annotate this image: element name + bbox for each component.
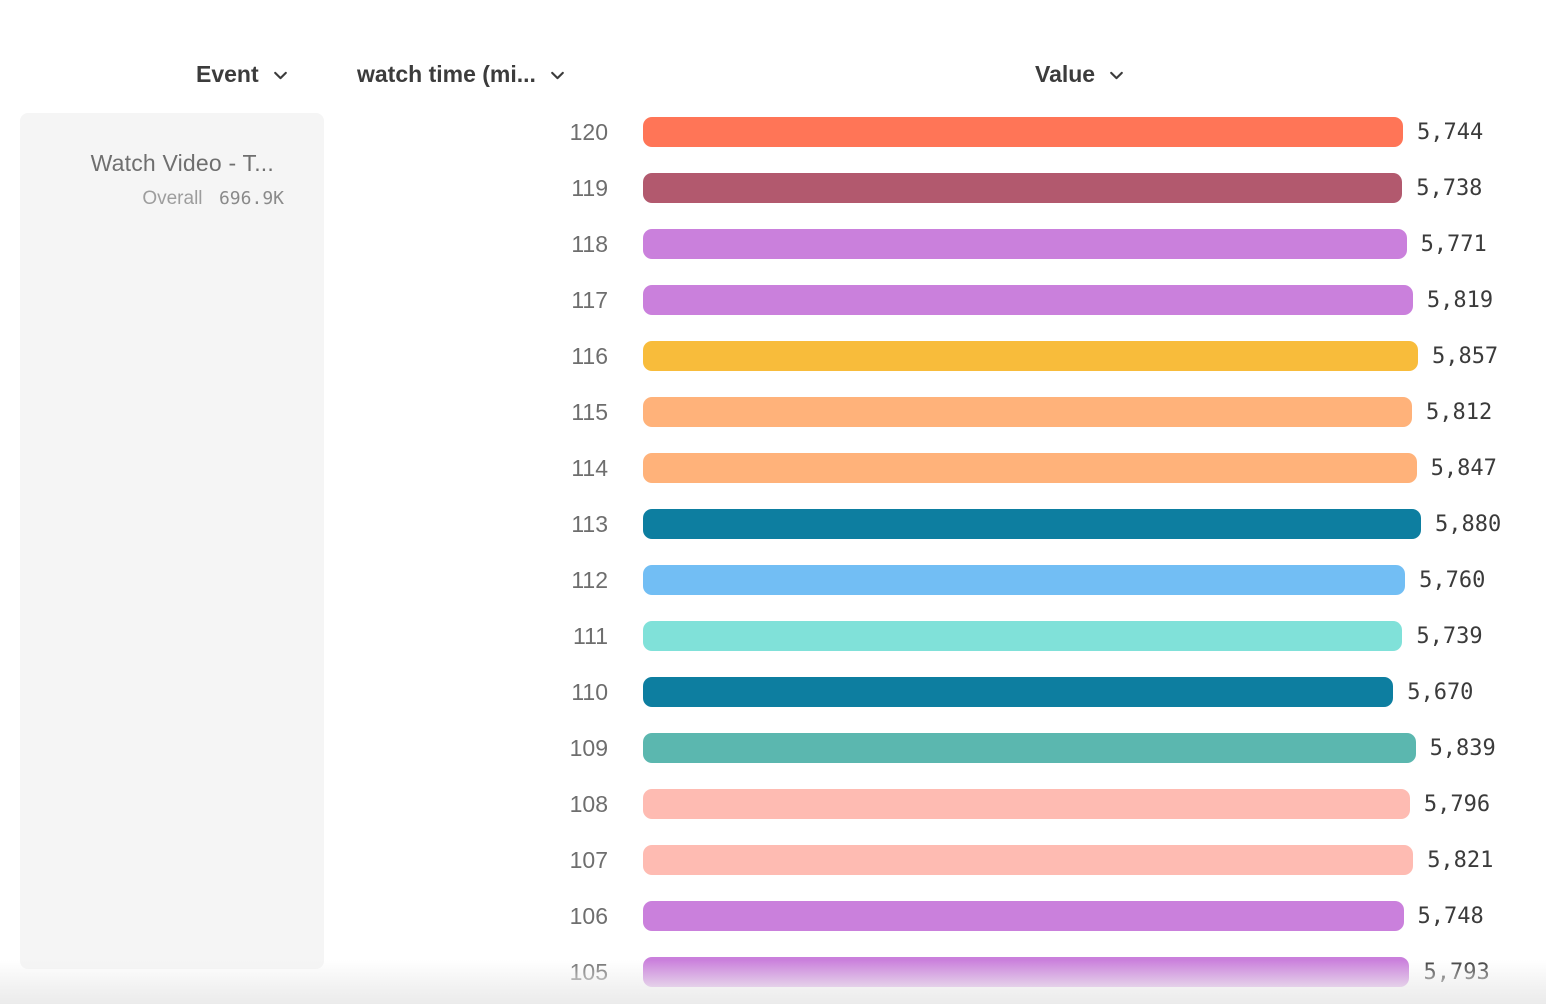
chart-row: 118 5,771: [0, 216, 1546, 272]
chart-row: 115 5,812: [0, 384, 1546, 440]
bar-track: 5,796: [643, 789, 1490, 819]
chevron-down-icon: [1110, 71, 1123, 80]
chart-row: 105 5,793: [0, 944, 1546, 1000]
bar[interactable]: [643, 733, 1416, 763]
category-label: 112: [571, 566, 608, 593]
bar-track: 5,857: [643, 341, 1498, 371]
bar[interactable]: [643, 173, 1403, 203]
bar-track: 5,670: [643, 677, 1473, 707]
bar-value-label: 5,812: [1426, 399, 1493, 425]
column-header-breakdown[interactable]: watch time (mi...: [357, 59, 566, 89]
category-label: 115: [571, 398, 608, 425]
chevron-down-icon: [273, 71, 287, 80]
bar[interactable]: [643, 621, 1403, 651]
chart-row: 109 5,839: [0, 720, 1546, 776]
chart-row: 106 5,748: [0, 888, 1546, 944]
chart-row: 116 5,857: [0, 328, 1546, 384]
chart-row: 111 5,739: [0, 608, 1546, 664]
bar[interactable]: [643, 957, 1410, 987]
category-label: 107: [569, 846, 608, 873]
category-label: 119: [571, 174, 608, 201]
bar-track: 5,748: [643, 901, 1484, 931]
bar-value-label: 5,839: [1429, 735, 1496, 761]
chart-row: 113 5,880: [0, 496, 1546, 552]
bar-value-label: 5,821: [1427, 847, 1494, 873]
bar-value-label: 5,857: [1431, 343, 1499, 369]
bar-track: 5,847: [643, 453, 1497, 483]
bar-value-label: 5,880: [1435, 511, 1502, 537]
category-label: 116: [571, 342, 608, 369]
chart-row: 107 5,821: [0, 832, 1546, 888]
column-header-breakdown-label: watch time (mi...: [357, 60, 536, 87]
bar-value-label: 5,819: [1426, 287, 1494, 313]
bar[interactable]: [643, 509, 1421, 539]
bar[interactable]: [643, 901, 1404, 931]
bar-chart: 120 5,744 119 5,738 118 5,771 117 5,819 116 5,857…: [0, 104, 1546, 1000]
bar-track: 5,738: [643, 173, 1482, 203]
bar-track: 5,771: [643, 229, 1487, 259]
bar-track: 5,880: [643, 509, 1501, 539]
bar-value-label: 5,760: [1419, 567, 1486, 593]
category-label: 120: [569, 118, 608, 145]
bar[interactable]: [643, 565, 1406, 595]
bar-value-label: 5,739: [1416, 623, 1483, 649]
overall-label: Overall: [142, 188, 203, 209]
bar-value-label: 5,670: [1407, 679, 1474, 705]
bar[interactable]: [643, 845, 1414, 875]
chart-row: 119 5,738: [0, 160, 1546, 216]
chart-row: 117 5,819: [0, 272, 1546, 328]
bar-value-label: 5,738: [1416, 175, 1483, 201]
event-title: Watch Video - T...: [90, 150, 274, 176]
category-label: 113: [571, 510, 608, 537]
bar-value-label: 5,771: [1420, 231, 1487, 257]
bar[interactable]: [643, 285, 1413, 315]
category-label: 114: [571, 454, 608, 481]
bar[interactable]: [643, 397, 1412, 427]
bar-value-label: 5,796: [1423, 791, 1491, 817]
bar-track: 5,821: [643, 845, 1493, 875]
chart-row: 120 5,744: [0, 104, 1546, 160]
bar-track: 5,744: [643, 117, 1483, 147]
column-header-event-label: Event: [196, 60, 259, 87]
bar-value-label: 5,748: [1417, 903, 1484, 929]
chart-row: 112 5,760: [0, 552, 1546, 608]
category-label: 109: [569, 734, 608, 761]
category-label: 110: [571, 678, 608, 705]
category-label: 111: [573, 622, 608, 649]
event-card[interactable]: Watch Video - T... Overall 696.9K: [20, 113, 324, 969]
bar-value-label: 5,744: [1417, 119, 1484, 145]
category-label: 105: [569, 958, 608, 985]
bar[interactable]: [643, 341, 1418, 371]
bar[interactable]: [643, 677, 1394, 707]
category-label: 106: [569, 902, 608, 929]
event-overall-row: Overall 696.9K: [40, 188, 284, 210]
bar-value-label: 5,847: [1430, 455, 1497, 481]
bar[interactable]: [643, 229, 1407, 259]
bar-value-label: 5,793: [1423, 959, 1490, 985]
chart-row: 108 5,796: [0, 776, 1546, 832]
bar-track: 5,739: [643, 621, 1483, 651]
chevron-down-icon: [551, 71, 564, 80]
chart-row: 114 5,847: [0, 440, 1546, 496]
bar-track: 5,760: [643, 565, 1485, 595]
column-header-value-label: Value: [1035, 60, 1096, 87]
bar[interactable]: [643, 117, 1403, 147]
category-label: 108: [569, 790, 608, 817]
column-header-event[interactable]: Event: [196, 59, 289, 89]
category-label: 117: [571, 286, 608, 313]
bar-track: 5,812: [643, 397, 1492, 427]
bar[interactable]: [643, 789, 1410, 819]
overall-value: 696.9K: [218, 188, 284, 209]
bar[interactable]: [643, 453, 1417, 483]
bar-track: 5,839: [643, 733, 1496, 763]
category-label: 118: [571, 230, 608, 257]
bar-track: 5,793: [643, 957, 1490, 987]
column-header-value[interactable]: Value: [1035, 59, 1125, 89]
bar-track: 5,819: [643, 285, 1493, 315]
chart-row: 110 5,670: [0, 664, 1546, 720]
